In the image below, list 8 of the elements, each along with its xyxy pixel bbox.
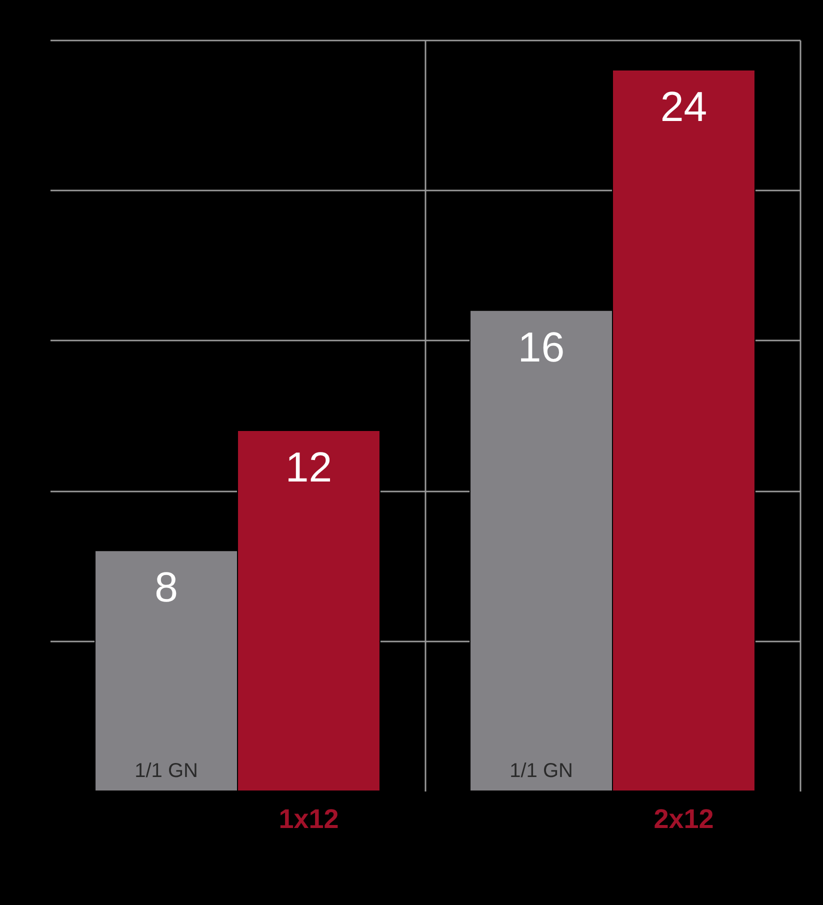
data-label: 24	[660, 83, 708, 130]
data-label: 16	[518, 323, 565, 370]
text: 1/1 GN	[510, 760, 573, 782]
x-tick-label: 1x12	[278, 804, 339, 834]
x-tick-label: 2x12	[654, 804, 714, 834]
data-label: 8	[154, 564, 178, 611]
series-label: 1/1 GN	[134, 760, 198, 782]
data-label: 12	[285, 444, 332, 491]
